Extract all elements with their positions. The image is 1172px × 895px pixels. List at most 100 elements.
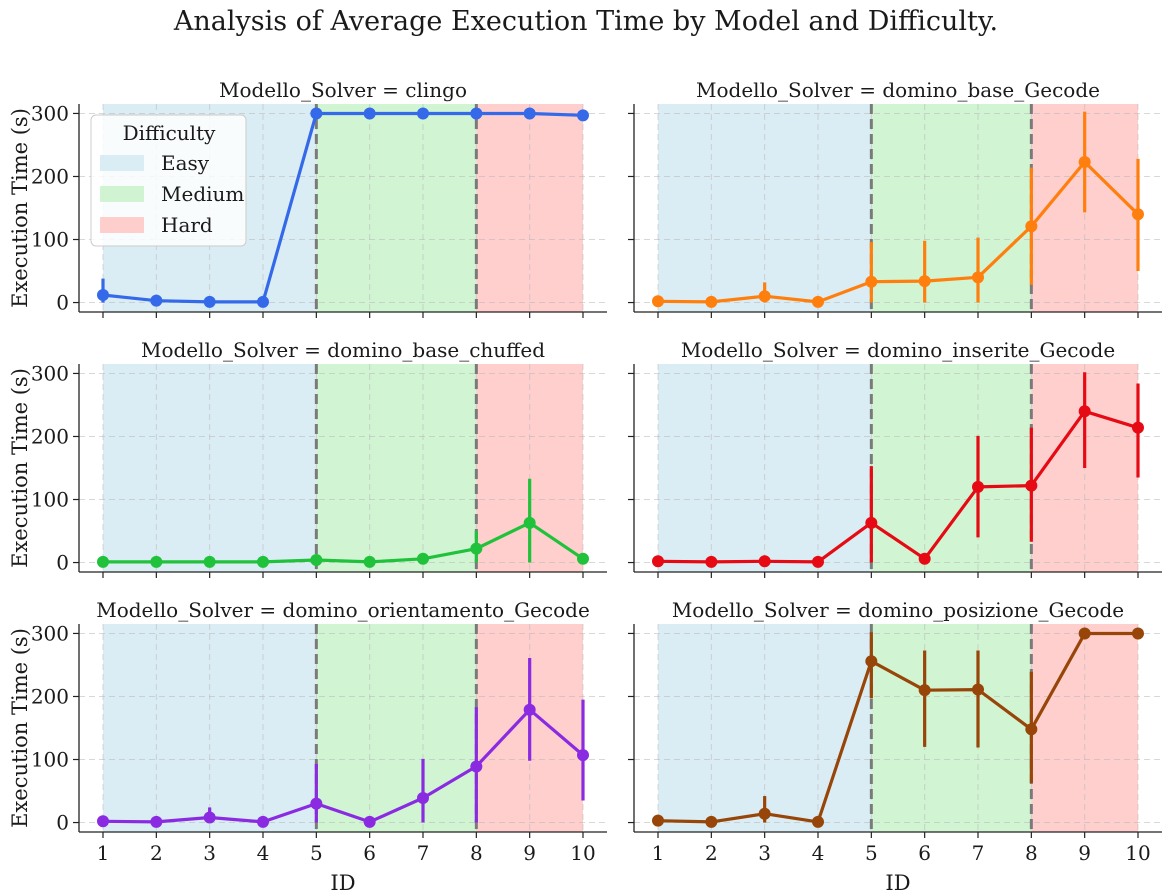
data-point bbox=[470, 107, 483, 120]
data-point bbox=[652, 295, 664, 308]
x-tick-label: 3 bbox=[758, 841, 771, 865]
x-tick-label: 1 bbox=[97, 841, 110, 865]
data-point bbox=[577, 749, 589, 762]
y-axis-label: Execution Time (s) bbox=[8, 368, 32, 568]
legend: Difficulty Easy Medium Hard bbox=[90, 114, 247, 247]
series-line bbox=[102, 708, 585, 824]
y-tick-label: 300 bbox=[31, 361, 69, 385]
panel-6: 1 2 3 4 5 6 7 8 9 10 Modello_Solver = domino_posiz… bbox=[628, 598, 1162, 895]
x-tick-label: 6 bbox=[918, 841, 931, 865]
data-point bbox=[310, 797, 323, 810]
y-tick-label: 100 bbox=[31, 748, 69, 772]
data-point bbox=[257, 295, 269, 308]
data-point bbox=[1025, 479, 1038, 492]
panel-4: Modello_Solver = domino_inserite_Gecode bbox=[628, 338, 1162, 578]
data-point bbox=[972, 271, 984, 284]
band-medium bbox=[871, 624, 1032, 832]
data-point bbox=[812, 815, 824, 828]
data-point bbox=[470, 760, 483, 773]
band-medium bbox=[871, 364, 1032, 572]
y-tick-label: 200 bbox=[31, 424, 69, 448]
data-point bbox=[812, 555, 824, 568]
data-point bbox=[577, 109, 589, 122]
data-point bbox=[257, 555, 269, 568]
y-axis-label: Execution Time (s) bbox=[8, 628, 32, 828]
data-point bbox=[523, 703, 536, 716]
data-point bbox=[1078, 627, 1091, 640]
legend-swatch-easy bbox=[100, 155, 144, 171]
y-tick-label: 300 bbox=[31, 101, 69, 125]
series-line bbox=[657, 409, 1139, 564]
y-tick-label: 0 bbox=[56, 551, 69, 575]
series-line bbox=[103, 521, 584, 564]
panel-3: 0 100 200 300 Modello_Solver = domino_base_c… bbox=[8, 338, 607, 578]
band-medium bbox=[316, 364, 477, 572]
y-tick-label: 0 bbox=[56, 811, 69, 835]
data-point bbox=[1025, 723, 1038, 736]
data-point bbox=[203, 811, 216, 824]
x-tick-label: 3 bbox=[203, 841, 216, 865]
legend-swatch-medium bbox=[100, 186, 144, 202]
panel-title: Modello_Solver = clingo bbox=[219, 78, 467, 102]
data-point bbox=[97, 815, 109, 828]
data-point bbox=[150, 555, 163, 568]
data-point bbox=[1132, 208, 1144, 221]
data-point bbox=[865, 275, 878, 288]
x-tick-label: 7 bbox=[417, 841, 430, 865]
data-point bbox=[865, 655, 878, 668]
data-point bbox=[705, 555, 718, 568]
data-point bbox=[417, 552, 429, 565]
data-point bbox=[918, 275, 931, 288]
x-tick-label: 10 bbox=[570, 841, 595, 865]
y-tick-label: 300 bbox=[31, 621, 69, 645]
data-point bbox=[652, 814, 664, 827]
x-tick-label: 1 bbox=[652, 841, 665, 865]
x-tick-label: 4 bbox=[257, 841, 270, 865]
legend-swatch-hard bbox=[100, 217, 144, 233]
data-point bbox=[1078, 155, 1091, 168]
x-tick-label: 7 bbox=[972, 841, 985, 865]
panel-title: Modello_Solver = domino_inserite_Gecode bbox=[681, 338, 1115, 362]
y-tick-label: 100 bbox=[31, 488, 69, 512]
panel-title: Modello_Solver = domino_base_Gecode bbox=[696, 78, 1100, 102]
legend-label-easy: Easy bbox=[161, 151, 210, 175]
data-point bbox=[310, 107, 323, 120]
series-line bbox=[657, 631, 1138, 824]
x-tick-label: 9 bbox=[1078, 841, 1091, 865]
legend-box bbox=[90, 114, 247, 247]
x-axis-label: ID bbox=[885, 871, 910, 895]
data-point bbox=[363, 555, 376, 568]
data-point bbox=[310, 554, 323, 567]
x-tick-label: 8 bbox=[1025, 841, 1038, 865]
panel-title: Modello_Solver = domino_base_chuffed bbox=[141, 338, 545, 362]
x-axis-label: ID bbox=[330, 871, 355, 895]
data-point bbox=[97, 288, 109, 301]
y-axis-label: Execution Time (s) bbox=[8, 108, 32, 308]
data-point bbox=[417, 107, 429, 120]
x-tick-label: 2 bbox=[705, 841, 718, 865]
x-tick-label: 9 bbox=[523, 841, 536, 865]
data-point bbox=[865, 516, 878, 529]
y-tick-label: 100 bbox=[31, 228, 69, 252]
data-point bbox=[705, 815, 718, 828]
x-tick-label: 10 bbox=[1125, 841, 1150, 865]
data-point bbox=[758, 555, 771, 568]
data-point bbox=[363, 815, 376, 828]
figure-title: Analysis of Average Execution Time by Mo… bbox=[173, 6, 998, 37]
data-point bbox=[758, 807, 771, 820]
panel-2: Modello_Solver = domino_base_Gecode bbox=[628, 78, 1162, 318]
y-tick-label: 200 bbox=[31, 164, 69, 188]
data-point bbox=[203, 295, 216, 308]
data-point bbox=[150, 294, 163, 307]
legend-title: Difficulty bbox=[123, 121, 217, 145]
data-point bbox=[918, 552, 931, 565]
data-point bbox=[812, 295, 824, 308]
x-tick-label: 6 bbox=[363, 841, 376, 865]
x-tick-label: 5 bbox=[310, 841, 323, 865]
band-medium bbox=[316, 104, 477, 312]
y-tick-label: 0 bbox=[56, 291, 69, 315]
data-point bbox=[470, 542, 483, 555]
data-point bbox=[417, 791, 429, 804]
